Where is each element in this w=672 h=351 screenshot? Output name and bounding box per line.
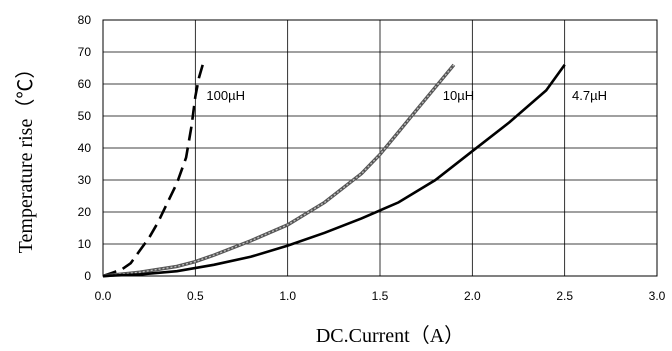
x-tick-label-3: 1.5 bbox=[372, 289, 389, 303]
series-labels: 100µH 10µH 4.7µH bbox=[206, 88, 607, 103]
y-axis-ticks: 0 10 20 30 40 50 60 70 80 bbox=[78, 13, 92, 283]
y-tick-label-8: 80 bbox=[78, 13, 92, 27]
x-tick-label-0: 0.0 bbox=[95, 289, 112, 303]
x-axis-title: DC.Current（A） bbox=[316, 324, 464, 347]
y-tick-label-0: 0 bbox=[84, 269, 91, 283]
series-group bbox=[102, 63, 566, 278]
grid bbox=[102, 19, 658, 277]
plot-frame bbox=[102, 19, 658, 277]
y-tick-label-5: 50 bbox=[78, 109, 92, 123]
x-axis-ticks: 0.0 0.5 1.0 1.5 2.0 2.5 3.0 bbox=[95, 289, 666, 303]
x-tick-label-5: 2.5 bbox=[556, 289, 573, 303]
series-line-100h bbox=[102, 64, 204, 278]
series-label-0: 100µH bbox=[206, 88, 245, 103]
series-line-4-7h bbox=[102, 64, 566, 278]
y-tick-label-4: 40 bbox=[78, 141, 92, 155]
series-line-10h-stripe bbox=[102, 64, 455, 277]
series-label-1: 10µH bbox=[443, 88, 474, 103]
y-axis-title: Temperature rise（℃） bbox=[14, 59, 37, 254]
y-tick-label-6: 60 bbox=[78, 77, 92, 91]
series-label-2: 4.7µH bbox=[572, 88, 607, 103]
y-tick-label-7: 70 bbox=[78, 45, 92, 59]
y-tick-label-2: 20 bbox=[78, 205, 92, 219]
y-tick-label-1: 10 bbox=[78, 237, 92, 251]
x-tick-label-4: 2.0 bbox=[464, 289, 481, 303]
x-tick-label-2: 1.0 bbox=[279, 289, 296, 303]
y-tick-label-3: 30 bbox=[78, 173, 92, 187]
x-tick-label-6: 3.0 bbox=[649, 289, 666, 303]
x-tick-label-1: 0.5 bbox=[187, 289, 204, 303]
